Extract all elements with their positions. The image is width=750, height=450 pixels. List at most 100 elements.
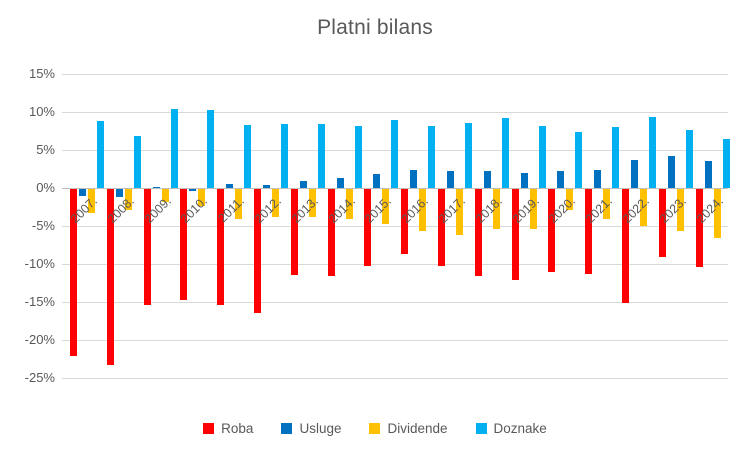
bar-roba-2015[interactable]: [364, 189, 372, 266]
bar-roba-2007[interactable]: [70, 189, 77, 357]
bar-roba-2013[interactable]: [290, 189, 298, 275]
bar-doznake-2022[interactable]: [649, 116, 656, 188]
bar-doznake-2011[interactable]: [244, 124, 252, 188]
bar-usluge-2011[interactable]: [226, 184, 234, 188]
bar-roba-2012[interactable]: [254, 189, 261, 313]
y-axis-tick-label: -10%: [24, 256, 55, 271]
y-axis-tick-label: -5%: [31, 218, 55, 233]
bar-usluge-2008[interactable]: [115, 189, 123, 197]
bar-usluge-2020[interactable]: [557, 171, 565, 188]
bar-doznake-2013[interactable]: [317, 124, 325, 188]
bar-roba-2024[interactable]: [695, 189, 703, 267]
bar-usluge-2009[interactable]: [152, 186, 160, 188]
bar-dividende-2011[interactable]: [235, 189, 243, 220]
gridline: [62, 112, 728, 113]
bar-usluge-2023[interactable]: [667, 156, 675, 188]
bar-dividende-2008[interactable]: [124, 189, 132, 211]
bar-roba-2008[interactable]: [106, 189, 114, 365]
y-axis-tick-label: 5%: [36, 142, 55, 157]
axis-zero-line: [62, 188, 728, 189]
legend-swatch-roba: [203, 423, 215, 434]
bar-usluge-2007[interactable]: [79, 189, 86, 196]
bar-doznake-2009[interactable]: [170, 109, 178, 188]
bar-roba-2017[interactable]: [438, 189, 445, 266]
bar-usluge-2012[interactable]: [263, 185, 270, 188]
bar-roba-2016[interactable]: [401, 189, 409, 255]
legend-item-usluge[interactable]: Usluge: [281, 421, 341, 436]
bar-doznake-2007[interactable]: [97, 121, 104, 188]
bar-doznake-2023[interactable]: [685, 130, 693, 188]
y-axis-tick-label: -20%: [24, 332, 55, 347]
legend-label-doznake: Doznake: [493, 421, 547, 436]
bar-doznake-2012[interactable]: [281, 124, 288, 188]
bar-usluge-2015[interactable]: [373, 173, 381, 188]
bar-usluge-2016[interactable]: [410, 169, 418, 188]
bar-dividende-2013[interactable]: [308, 189, 316, 218]
bar-dividende-2007[interactable]: [88, 189, 95, 213]
bar-usluge-2021[interactable]: [594, 169, 602, 188]
bar-dividende-2010[interactable]: [198, 189, 206, 206]
bar-roba-2022[interactable]: [622, 189, 629, 303]
bar-dividende-2021[interactable]: [603, 189, 611, 219]
y-axis-tick-label: 10%: [28, 104, 55, 119]
y-axis-tick-label: -15%: [24, 294, 55, 309]
bar-doznake-2021[interactable]: [612, 127, 620, 188]
bar-dividende-2019[interactable]: [529, 189, 537, 229]
bar-usluge-2017[interactable]: [447, 171, 454, 188]
bar-usluge-2013[interactable]: [299, 181, 307, 188]
bar-roba-2014[interactable]: [327, 189, 335, 277]
bar-usluge-2024[interactable]: [704, 161, 712, 188]
bar-doznake-2016[interactable]: [428, 125, 436, 188]
y-axis-tick-label: -25%: [24, 370, 55, 385]
bar-roba-2019[interactable]: [511, 189, 519, 281]
bar-doznake-2018[interactable]: [501, 118, 509, 188]
bar-usluge-2019[interactable]: [520, 172, 528, 188]
bar-dividende-2020[interactable]: [566, 189, 574, 211]
bar-dividende-2016[interactable]: [419, 189, 427, 231]
bar-doznake-2017[interactable]: [465, 122, 472, 188]
bar-usluge-2014[interactable]: [336, 178, 344, 188]
bar-roba-2020[interactable]: [548, 189, 556, 272]
bar-usluge-2010[interactable]: [189, 189, 197, 192]
bar-doznake-2020[interactable]: [575, 131, 583, 188]
bar-roba-2010[interactable]: [180, 189, 188, 300]
bar-roba-2021[interactable]: [585, 189, 593, 275]
bar-roba-2023[interactable]: [658, 189, 666, 258]
bar-doznake-2015[interactable]: [391, 120, 399, 188]
bar-roba-2018[interactable]: [474, 189, 482, 277]
y-axis-tick-label: 0%: [36, 180, 55, 195]
legend-item-roba[interactable]: Roba: [203, 421, 253, 436]
bar-dividende-2024[interactable]: [713, 189, 721, 239]
bar-dividende-2017[interactable]: [456, 189, 463, 236]
bar-dividende-2012[interactable]: [272, 189, 279, 218]
bar-dividende-2009[interactable]: [161, 189, 169, 202]
gridline: [62, 226, 728, 227]
legend-label-roba: Roba: [221, 421, 254, 436]
bar-dividende-2018[interactable]: [492, 189, 500, 229]
bar-doznake-2024[interactable]: [722, 138, 730, 188]
legend-swatch-dividende: [369, 423, 381, 434]
bar-dividende-2014[interactable]: [345, 189, 353, 219]
bar-doznake-2010[interactable]: [207, 109, 215, 188]
legend-swatch-doznake: [475, 423, 487, 434]
gridline: [62, 264, 728, 265]
bar-roba-2009[interactable]: [143, 189, 151, 306]
legend-label-dividende: Dividende: [387, 421, 448, 436]
legend-item-dividende[interactable]: Dividende: [369, 421, 448, 436]
bar-usluge-2018[interactable]: [483, 171, 491, 188]
legend-item-doznake[interactable]: Doznake: [475, 421, 547, 436]
bar-doznake-2019[interactable]: [538, 125, 546, 188]
gridline: [62, 378, 728, 379]
bar-doznake-2008[interactable]: [133, 135, 141, 188]
bar-dividende-2015[interactable]: [382, 189, 390, 224]
legend: Roba Usluge Dividende Doznake: [0, 421, 750, 436]
bar-dividende-2022[interactable]: [640, 189, 647, 227]
bar-roba-2011[interactable]: [217, 189, 225, 305]
bar-usluge-2022[interactable]: [631, 159, 638, 188]
bar-doznake-2014[interactable]: [354, 126, 362, 188]
gridline: [62, 302, 728, 303]
gridline: [62, 340, 728, 341]
gridline: [62, 74, 728, 75]
bar-dividende-2023[interactable]: [676, 189, 684, 231]
